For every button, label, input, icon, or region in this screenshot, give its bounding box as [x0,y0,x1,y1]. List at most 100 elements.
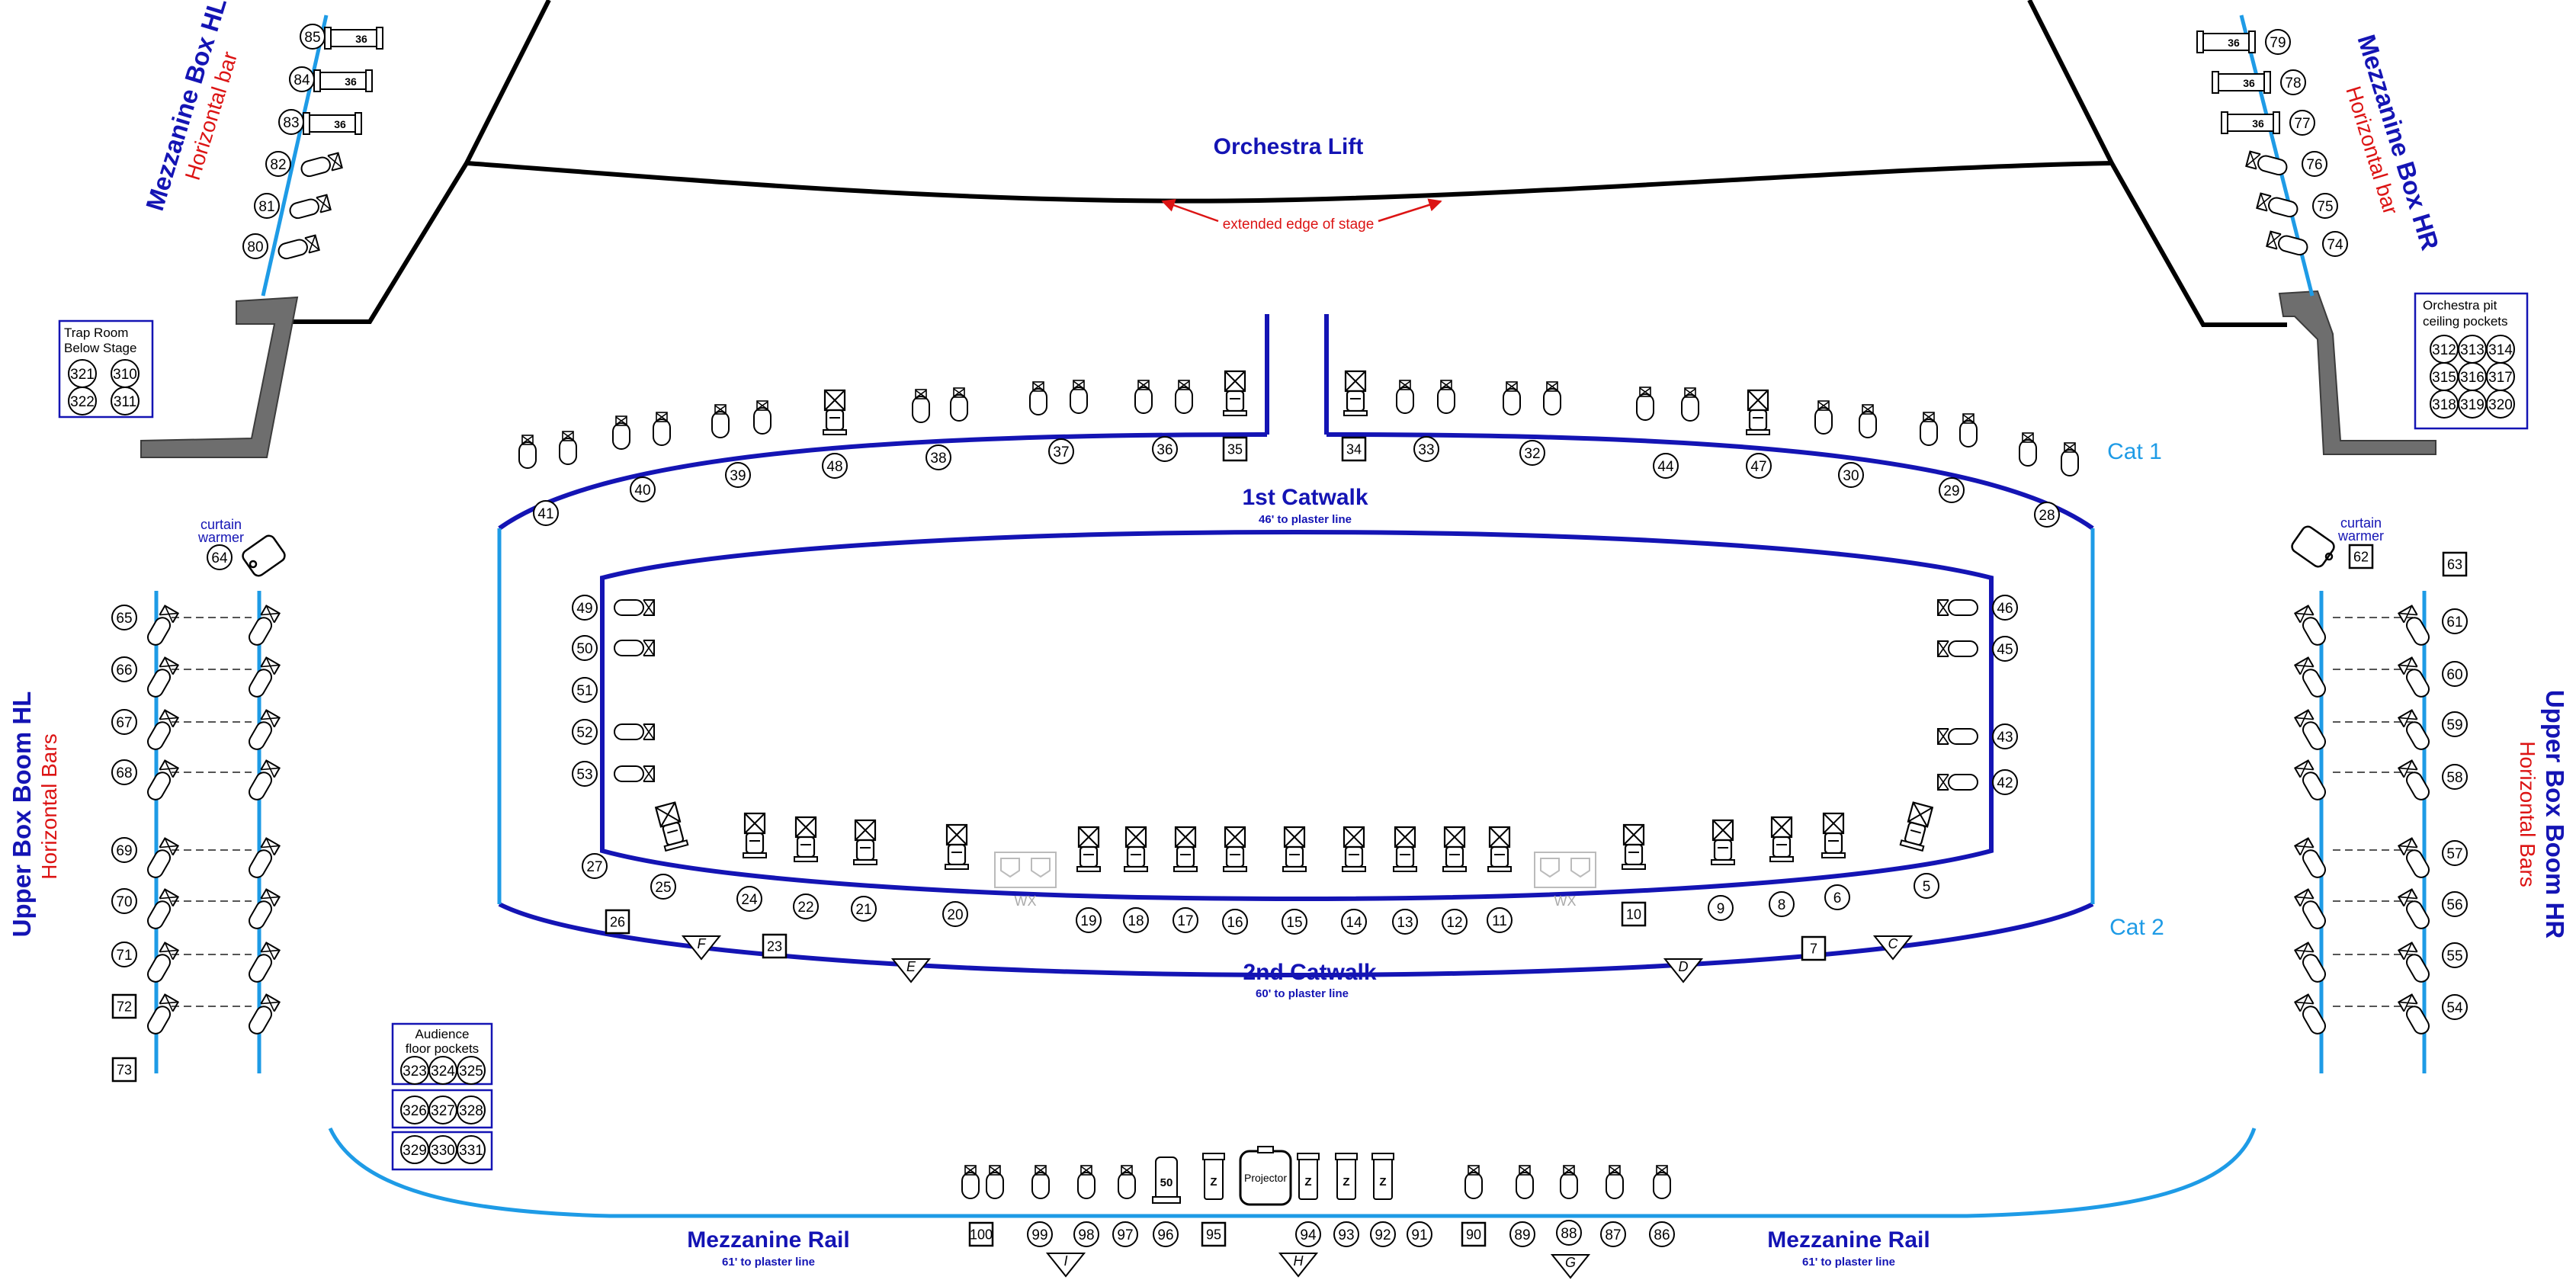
channel-number: 79 [2270,35,2286,51]
ellipsoidal-fixture [1711,819,1735,865]
channel-marker-78: 78 [2280,69,2306,95]
channel-number: 93 [1338,1227,1354,1243]
ellipsoidal-fixture [1393,826,1417,872]
channel-number: 97 [1117,1227,1133,1243]
channel-marker-69: 69 [111,837,137,863]
channel-number: 27 [586,859,602,875]
drop-label: G [1565,1255,1576,1270]
par-fixture [2019,432,2037,467]
channel-marker-30: 30 [1838,462,1864,488]
channel-number: 318 [2432,397,2456,413]
side-fixture [147,656,180,698]
catwalk-side-posts [497,528,2095,904]
zoom-fixture: Z [1202,1153,1225,1200]
channel-marker-320: 320 [2486,390,2515,419]
catwalk-1-left-arc [498,432,1268,531]
par-fixture [1814,400,1833,435]
channel-box-62: 62 [2348,544,2374,569]
curtain-warmer-right-line2: warmer [2337,528,2384,544]
channel-number: 315 [2432,370,2456,386]
side-fixture [2397,709,2430,750]
channel-number: 65 [116,611,132,627]
channel-marker-17: 17 [1173,907,1198,933]
channel-marker-43: 43 [1992,723,2018,749]
channel-number: 91 [1411,1227,1427,1243]
channel-marker-329: 329 [400,1135,429,1164]
lamp-36-label: 36 [345,75,357,88]
channel-marker-317: 317 [2486,362,2515,391]
stage-outline [290,0,2287,327]
side-fixture [614,640,655,656]
par-fixture [1560,1165,1578,1199]
ellipsoidal-fixture [743,812,767,858]
lamp-50-label: 50 [1160,1176,1173,1189]
side-fixture [2293,709,2326,750]
channel-number: 83 [283,115,299,131]
channel-box-10: 10 [1621,901,1647,927]
channel-number: 62 [2353,549,2369,564]
stage-edge-arrows [1161,198,1442,223]
channel-number: 99 [1031,1227,1047,1243]
channel-marker-52: 52 [572,719,598,745]
lamp-36-fixture: 36 [2196,30,2256,53]
drop-label: F [698,936,707,951]
channel-marker-58: 58 [2442,764,2468,790]
channel-marker-48: 48 [822,453,848,479]
channel-marker-92: 92 [1370,1221,1396,1247]
channel-number: 96 [1157,1227,1173,1243]
catwalk-2-title: 2nd Catwalk [1243,960,1376,985]
curtain-warmer-left-line2: warmer [197,530,244,545]
ellipsoidal-fixture [1899,801,1934,852]
channel-number: 321 [70,367,95,383]
channel-number: 70 [116,894,132,910]
side-fixture [249,605,281,646]
channel-marker-316: 316 [2458,362,2487,391]
fixtures-layer: 36 36 36 36 36 36 WX WX 50 Z Z Z Z Projector [147,27,2430,1206]
mezzanine-box-hr-label: Mezzanine Box HR Horizontal bar [2341,31,2444,254]
channel-number: 72 [117,999,132,1014]
channel-marker-87: 87 [1600,1221,1626,1247]
ellipsoidal-fixture [1124,826,1148,872]
channel-marker-6: 6 [1824,884,1850,910]
catwalk-1-tag: Cat 1 [2107,439,2162,464]
channel-number: 100 [970,1227,993,1242]
par-fixture [1920,412,1938,446]
channel-marker-33: 33 [1413,436,1439,462]
side-fixture [249,837,281,878]
side-fixture [614,599,655,616]
side-fixture [147,942,180,983]
channel-number: 78 [2285,75,2301,91]
par-fixture [1516,1165,1534,1199]
channel-number: 22 [797,900,813,916]
channel-number: 14 [1346,915,1362,931]
side-fixture [2397,837,2430,878]
channel-number: 9 [1717,901,1725,917]
par-fixture [518,435,537,469]
par-fixture [1681,387,1699,422]
zoom-label: Z [1343,1176,1349,1189]
drop-marker-F: F [681,935,722,961]
channel-number: 69 [116,843,132,859]
channel-box-72: 72 [111,993,137,1019]
channel-number: 10 [1626,906,1641,922]
channel-number: 28 [2039,508,2055,524]
ellipsoidal-fixture [1622,823,1646,870]
channel-number: 58 [2446,770,2462,786]
drop-marker-D: D [1663,958,1704,983]
channel-marker-98: 98 [1073,1221,1099,1247]
ellipsoidal-fixture [1343,370,1368,416]
channel-number: 87 [1605,1227,1621,1243]
channel-marker-47: 47 [1746,453,1772,479]
channel-marker-318: 318 [2430,390,2459,419]
side-fixture [1937,599,1978,616]
channel-number: 323 [403,1063,427,1079]
par-fixture [1077,1165,1096,1199]
ellipsoidal-fixture [1821,812,1846,858]
channel-number: 41 [537,506,553,522]
channel-marker-86: 86 [1649,1221,1675,1247]
side-fixture [2293,888,2326,929]
side-fixture [2397,942,2430,983]
channel-marker-91: 91 [1407,1221,1432,1247]
channel-number: 330 [431,1143,455,1159]
channel-marker-85: 85 [300,24,326,50]
